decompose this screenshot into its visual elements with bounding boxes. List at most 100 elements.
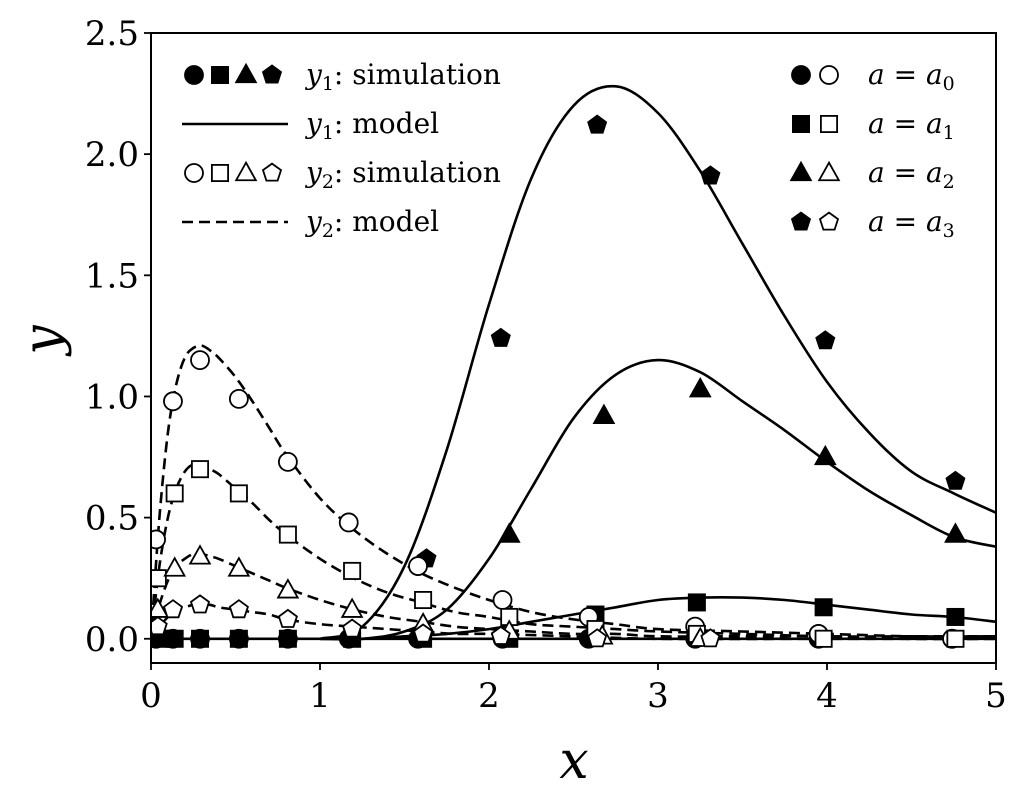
model-curve-y1-a1	[319, 596, 996, 641]
data-point-y2-a0	[151, 529, 166, 550]
y-axis: 0.0 0.5 1.0 1.5 2.0 2.5	[85, 14, 151, 660]
legend-left-entry: y2: simulation	[184, 156, 501, 193]
data-point-y2-a2	[227, 556, 251, 577]
legend-left-label: y2: simulation	[304, 156, 501, 193]
legend-right-entry: a = a0	[791, 58, 955, 95]
legend-left-label: y1: simulation	[304, 58, 501, 95]
data-point-y1-a3	[490, 327, 511, 347]
data-point-y2-a3	[342, 618, 363, 638]
legend-left-label: y1: model	[304, 107, 439, 144]
legend-marker-circle	[184, 65, 204, 85]
legend-parameters: a = a0a = a1a = a2a = a3	[789, 58, 955, 242]
legend-marker-triangle	[234, 62, 258, 84]
plot-frame	[150, 32, 997, 664]
model-curve-y1-a2	[319, 358, 996, 641]
data-point-y2-a3	[413, 623, 434, 643]
y-tick-label: 2.5	[85, 14, 139, 54]
data-point-y1-a1	[946, 607, 965, 626]
data-point-y1-a3	[815, 330, 836, 350]
legend-right-entry: a = a2	[789, 156, 955, 193]
legend-marker-square	[210, 163, 229, 182]
x-tick-label: 3	[647, 676, 669, 716]
data-point-y2-a3	[189, 594, 211, 614]
legend-param: a = a	[868, 156, 943, 189]
simulation-markers	[151, 114, 967, 649]
legend-variable: y	[304, 205, 323, 238]
legend-right-label: a = a3	[868, 205, 955, 242]
legend-marker-filled-square	[792, 115, 811, 134]
legend-description: : model	[334, 205, 439, 238]
data-point-y1-a2	[592, 403, 616, 424]
data-point-y2-a3	[162, 599, 184, 619]
legend-marker-circle	[184, 163, 204, 183]
data-point-y2-a3	[700, 628, 721, 648]
data-point-y1-a1	[191, 629, 210, 648]
data-point-y2-a2	[188, 544, 212, 565]
data-point-y1-a1	[278, 629, 297, 648]
model-curve-y2-a1	[151, 462, 996, 639]
data-point-y1-a3	[587, 114, 608, 134]
legend-marker-triangle	[234, 160, 258, 182]
data-point-y2-a0	[277, 451, 298, 472]
data-point-y1-a2	[944, 522, 967, 543]
legend-left-entry: y1: simulation	[184, 58, 501, 95]
legend-subscript: 0	[943, 73, 955, 95]
y-tick-label: 0.0	[85, 620, 139, 660]
x-axis-label: x	[559, 731, 588, 791]
data-point-y2-a1	[229, 484, 248, 503]
data-point-y2-a3	[228, 599, 249, 619]
data-point-y1-a3	[700, 165, 721, 185]
data-point-y1-a2	[813, 444, 837, 466]
legend-param: a = a	[868, 58, 943, 91]
x-tick-label: 1	[309, 676, 331, 716]
x-tick-label: 0	[140, 676, 162, 716]
legend-description: : simulation	[334, 156, 501, 189]
model-curve-y2-a2	[151, 552, 996, 641]
data-point-y2-a3	[587, 628, 608, 648]
legend-subscript: 2	[322, 220, 334, 242]
x-axis: 0 1 2 3 4 5	[140, 663, 1007, 716]
legend-subscript: 2	[943, 171, 955, 193]
legend-marker-open-pentagon	[818, 211, 840, 231]
legend-marker-open-triangle	[817, 160, 841, 182]
legend-param: a = a	[868, 205, 943, 238]
legend-right-label: a = a0	[868, 58, 955, 95]
model-curve-y2-a0	[151, 344, 996, 639]
data-point-y2-a1	[343, 561, 362, 580]
data-point-y2-a1	[414, 591, 433, 610]
legend-variable: y	[304, 58, 323, 91]
legend-right-label: a = a2	[868, 156, 955, 193]
legend-subscript: 3	[943, 220, 955, 242]
legend-variable: y	[304, 156, 323, 189]
data-point-y1-a1	[165, 629, 184, 648]
legend-left-label: y2: model	[304, 205, 439, 242]
x-tick-label: 2	[478, 676, 500, 716]
data-point-y2-a0	[408, 556, 428, 576]
legend-marker-pentagon	[261, 64, 283, 84]
y-tick-label: 1.0	[85, 377, 139, 417]
data-point-y1-a3	[945, 470, 966, 490]
legend-subscript: 1	[322, 122, 334, 144]
legend-subscript: 2	[322, 171, 334, 193]
y-tick-label: 1.5	[85, 256, 139, 296]
data-point-y2-a3	[151, 616, 168, 636]
legend-subscript: 1	[322, 73, 334, 95]
legend-left-entry: y1: model	[182, 107, 439, 144]
data-point-y2-a1	[946, 629, 965, 648]
data-point-y2-a2	[340, 597, 364, 618]
data-point-y1-a2	[688, 376, 712, 398]
legend-marker-open-square	[820, 115, 839, 134]
legend-param: a = a	[868, 107, 943, 140]
legend-variable: y	[304, 107, 323, 140]
legend-right-label: a = a1	[868, 107, 955, 144]
legend-description: : model	[334, 107, 439, 140]
data-point-y2-a3	[490, 625, 511, 645]
data-point-y2-a1	[278, 525, 297, 544]
x-tick-label: 5	[985, 676, 1007, 716]
data-point-y2-a0	[228, 388, 249, 409]
legend-right-entry: a = a3	[790, 205, 955, 242]
data-point-y2-a1	[151, 569, 167, 588]
y-tick-label: 2.0	[85, 135, 139, 175]
